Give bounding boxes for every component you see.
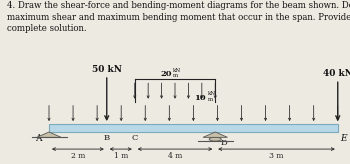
Text: 4 m: 4 m <box>168 152 182 160</box>
Text: E: E <box>341 134 347 143</box>
Text: kN
m: kN m <box>173 68 181 78</box>
Text: 1 m: 1 m <box>113 152 128 160</box>
Polygon shape <box>37 132 61 137</box>
Text: 3 m: 3 m <box>269 152 284 160</box>
Text: 2 m: 2 m <box>71 152 85 160</box>
Text: 20: 20 <box>160 70 172 78</box>
Text: 10: 10 <box>194 94 206 102</box>
Circle shape <box>209 137 221 141</box>
FancyBboxPatch shape <box>49 124 338 132</box>
Text: 50 kN: 50 kN <box>92 65 122 74</box>
Text: kN
m: kN m <box>207 91 216 102</box>
Text: C: C <box>132 134 138 142</box>
Polygon shape <box>203 132 228 137</box>
Text: D: D <box>220 139 227 147</box>
Text: 4. Draw the shear-force and bending-moment diagrams for the beam shown. Determin: 4. Draw the shear-force and bending-mome… <box>7 1 350 33</box>
Text: 40 kN: 40 kN <box>323 69 350 78</box>
Text: A: A <box>35 134 42 143</box>
Text: B: B <box>104 134 110 142</box>
